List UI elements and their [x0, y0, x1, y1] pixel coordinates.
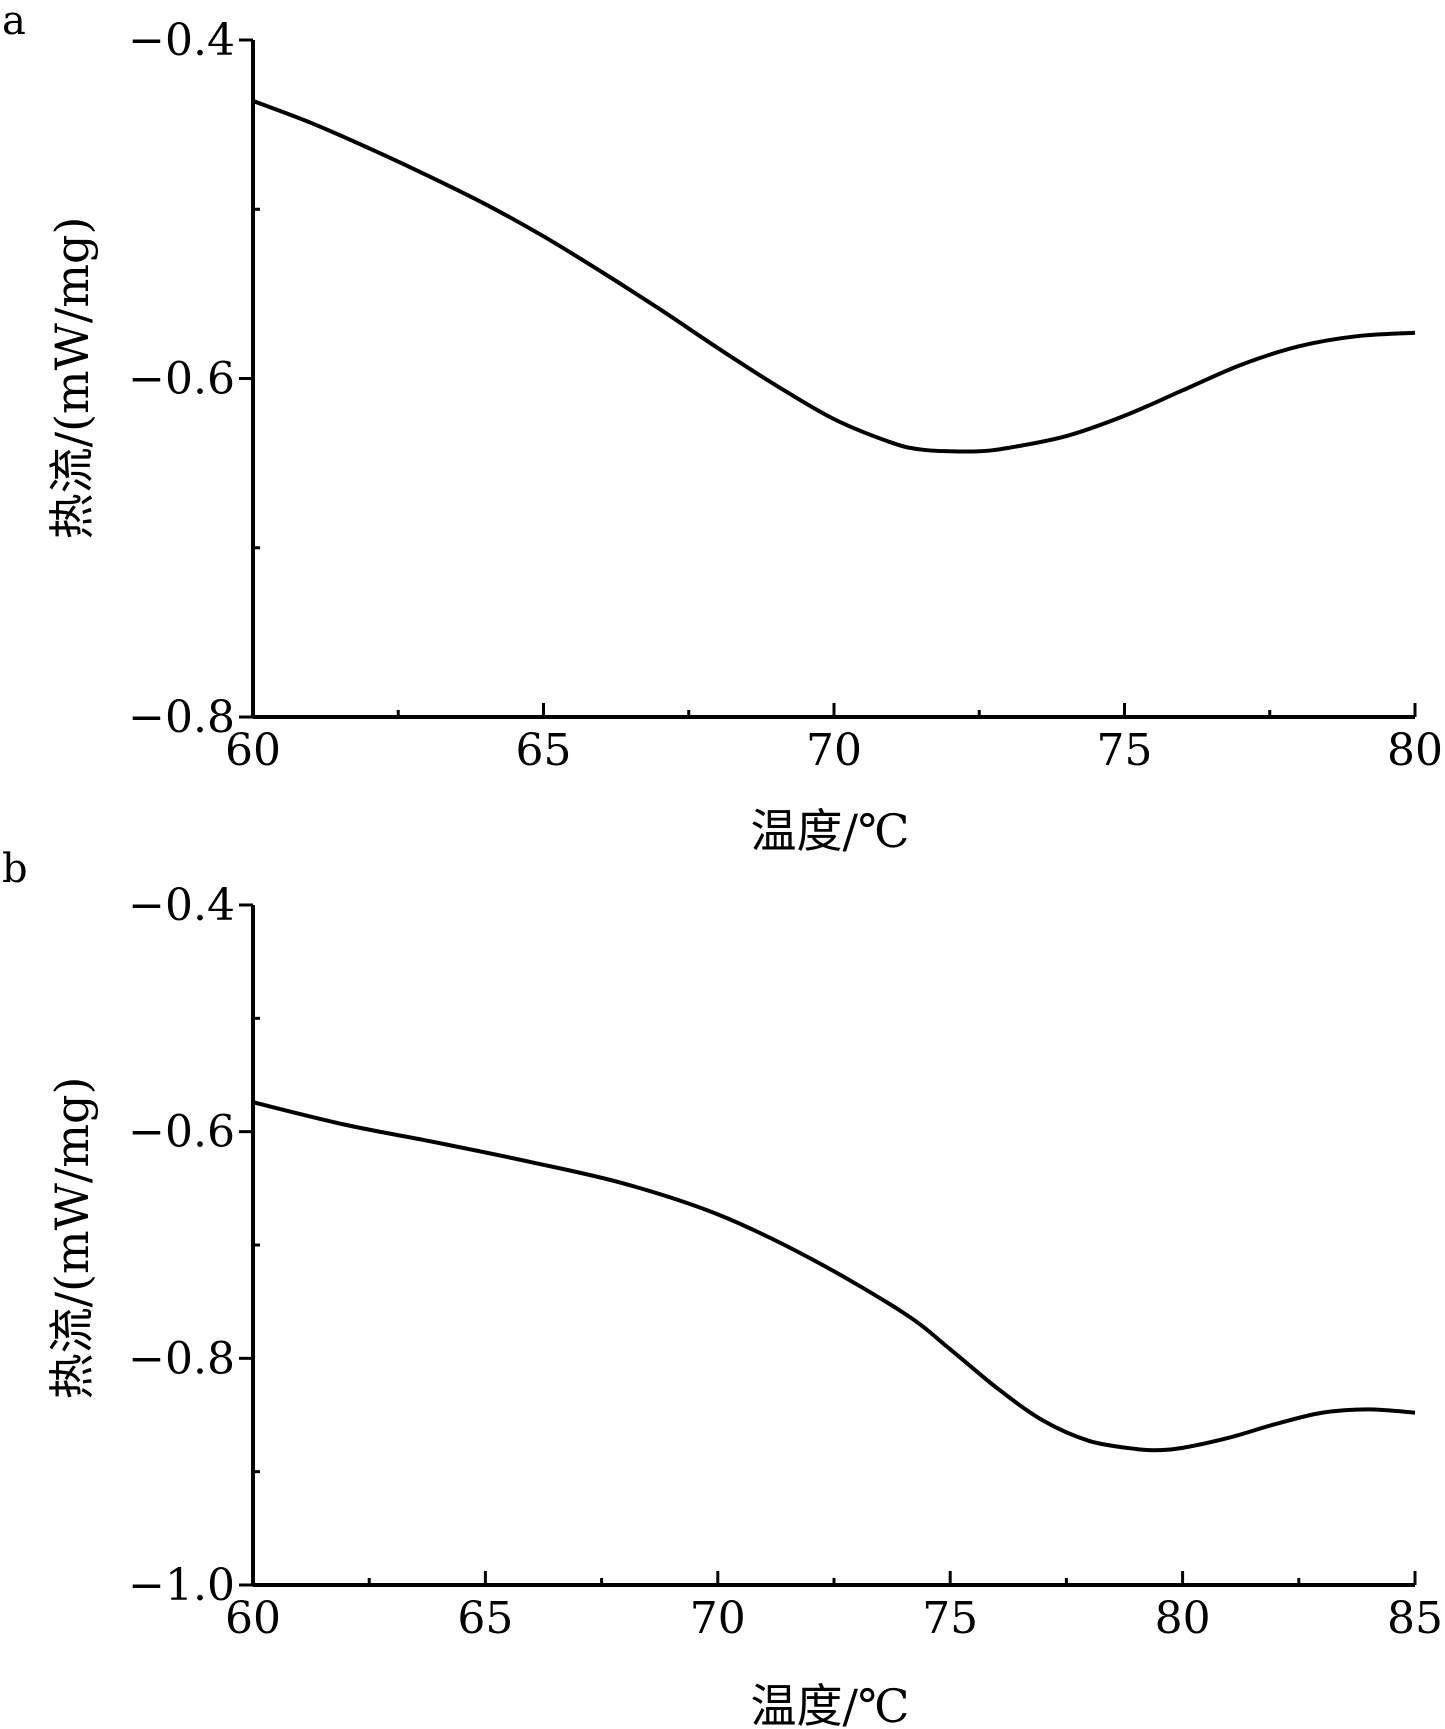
y-tick-label: −0.6 [128, 354, 235, 405]
y-axis-title-b: 热流/(mW/mg) [45, 1077, 99, 1400]
y-tick-label: −1.0 [128, 1560, 235, 1611]
x-tick-label: 75 [1097, 725, 1153, 776]
x-tick-label: 65 [516, 725, 572, 776]
panel-b: b 温度/℃ 热流/(mW/mg) 60 65 70 75 80 85 −0.4 −0.6 −0… [2, 846, 1443, 1729]
x-tick-label: 80 [1155, 1593, 1211, 1644]
x-tick-label: 70 [690, 1593, 746, 1644]
y-tick-label: −0.4 [128, 15, 235, 66]
x-tick-label: 60 [225, 725, 281, 776]
y-tick-label: −0.4 [128, 880, 235, 931]
x-tick-label: 65 [457, 1593, 513, 1644]
panel-label-b: b [2, 846, 28, 892]
heat-flow-line [252, 1100, 1416, 1453]
x-axis-title-b: 温度/℃ [751, 1679, 910, 1729]
x-tick-label: 80 [1387, 725, 1443, 776]
y-tick-label: −0.8 [128, 692, 235, 743]
panel-label-a: a [2, 0, 26, 44]
y-tick-label: −0.6 [128, 1107, 235, 1158]
x-tick-label: 75 [922, 1593, 978, 1644]
y-tick-label: −0.8 [128, 1333, 235, 1384]
x-tick-label: 85 [1387, 1593, 1443, 1644]
x-tick-label: 60 [225, 1593, 281, 1644]
x-tick-label: 70 [806, 725, 862, 776]
panel-a: a 温度/℃ 热流/(mW/mg) 60 65 70 75 80 −0.4 −0.6 −0.8 [2, 0, 1443, 858]
heat-flow-line [252, 99, 1416, 454]
y-axis-title-a: 热流/(mW/mg) [45, 217, 99, 540]
x-axis-title-a: 温度/℃ [751, 804, 910, 858]
